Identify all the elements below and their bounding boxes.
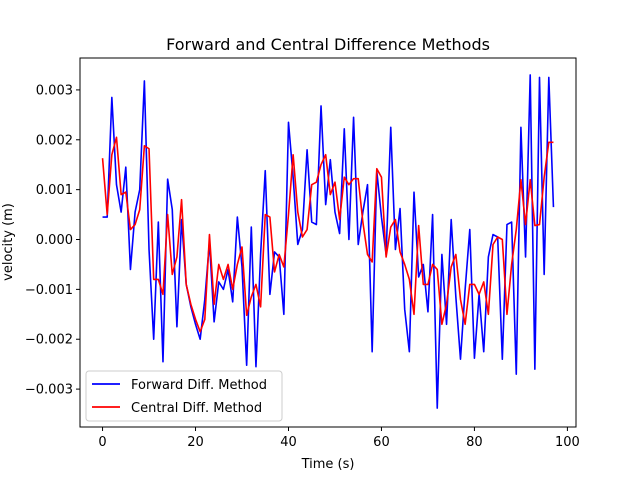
x-tick-label: 20 — [187, 435, 204, 450]
series-line-central-diff — [101, 136, 554, 333]
x-tick-label: 0 — [98, 435, 106, 450]
x-tick-label: 100 — [555, 435, 580, 450]
y-tick-label: 0.003 — [36, 83, 73, 98]
series-line-forward-diff — [102, 74, 555, 409]
x-tick-label: 60 — [373, 435, 390, 450]
x-tick-label: 40 — [280, 435, 297, 450]
y-tick-label: 0.002 — [36, 133, 73, 148]
y-tick-label: 0.000 — [36, 233, 73, 248]
y-tick-label: 0.001 — [36, 183, 73, 198]
y-axis: −0.003 −0.002 −0.001 0.000 0.001 0.002 0.003 — [25, 83, 80, 398]
y-tick-label: −0.003 — [25, 383, 73, 398]
legend-label-central: Central Diff. Method — [131, 401, 262, 416]
y-tick-label: −0.002 — [25, 333, 73, 348]
legend: Forward Diff. Method Central Diff. Metho… — [85, 370, 283, 422]
x-axis-label: Time (s) — [301, 457, 355, 472]
plot-frame — [79, 57, 577, 428]
chart-title: Forward and Central Difference Methods — [166, 35, 490, 54]
x-axis: 0 20 40 60 80 100 — [98, 427, 580, 450]
y-axis-label: velocity (m) — [1, 203, 16, 281]
y-tick-label: −0.001 — [25, 283, 73, 298]
legend-box — [85, 370, 283, 422]
legend-label-forward: Forward Diff. Method — [131, 378, 267, 393]
plot-lines — [101, 74, 555, 409]
x-tick-label: 80 — [466, 435, 483, 450]
